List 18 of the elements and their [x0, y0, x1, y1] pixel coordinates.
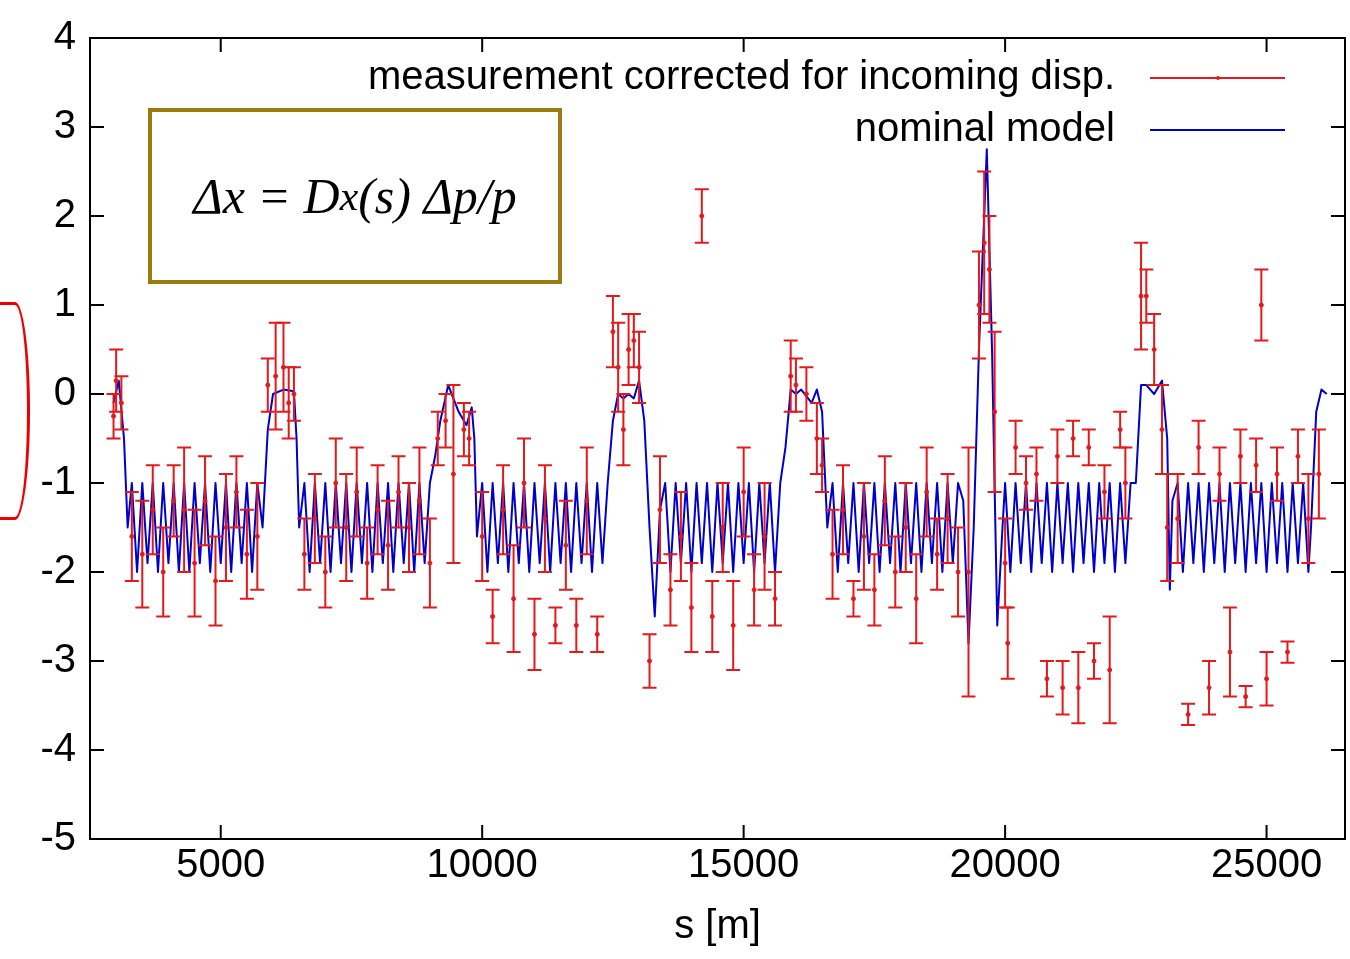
x-tick-label: 15000 [688, 841, 800, 886]
y-tick-label: 3 [53, 102, 76, 147]
legend-label: nominal model [854, 105, 1115, 150]
x-tick-label: 20000 [949, 841, 1061, 886]
y-tick-label: -3 [40, 636, 76, 681]
x-tick-label: 5000 [176, 841, 266, 886]
y-tick-label: -1 [40, 458, 76, 503]
y-tick-label: 4 [53, 13, 76, 58]
y-tick-label: 0 [53, 369, 76, 414]
y-tick-label: -4 [40, 725, 76, 770]
x-tick-label: 25000 [1210, 841, 1323, 886]
x-tick-label: 10000 [426, 841, 538, 886]
y-tick-label: 1 [53, 280, 76, 325]
y-tick-label: 2 [53, 191, 76, 236]
y-tick-label: -5 [40, 814, 76, 859]
x-axis-title: s [m] [674, 902, 761, 947]
y-tick-label: -2 [40, 547, 76, 592]
legend-label: measurement corrected for incoming disp. [368, 53, 1115, 98]
